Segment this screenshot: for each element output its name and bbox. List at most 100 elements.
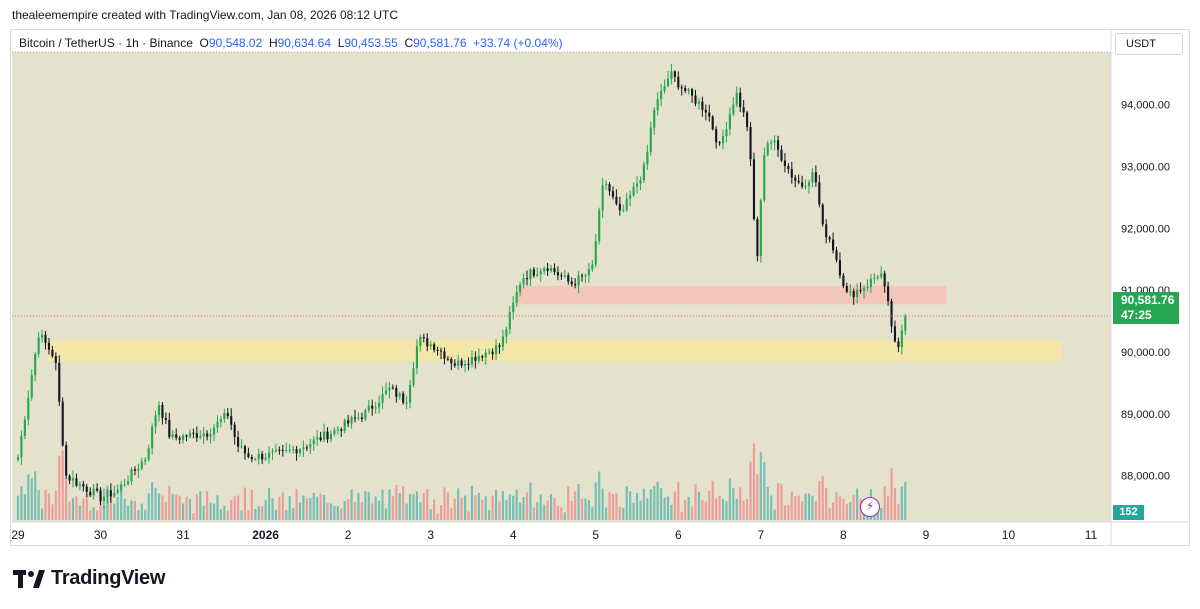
volume-bar bbox=[780, 484, 783, 520]
candle-body bbox=[44, 334, 47, 343]
candle-body bbox=[343, 420, 346, 431]
candle-body bbox=[89, 491, 92, 496]
candle-body bbox=[85, 486, 88, 492]
volume-bar bbox=[625, 486, 628, 520]
candle-body bbox=[887, 286, 890, 302]
volume-bar bbox=[257, 505, 260, 520]
candle-body bbox=[563, 275, 566, 277]
candle-body bbox=[625, 198, 628, 210]
currency-selector-button[interactable]: USDT bbox=[1115, 33, 1183, 55]
candle-body bbox=[776, 140, 780, 150]
lightning-icon[interactable]: ⚡ bbox=[860, 497, 880, 517]
volume-bar bbox=[660, 488, 663, 520]
candle-body bbox=[549, 267, 553, 272]
volume-bar bbox=[653, 485, 656, 520]
volume-bar bbox=[752, 443, 756, 520]
volume-bar bbox=[584, 498, 587, 520]
candle-body bbox=[897, 341, 900, 348]
volume-bar bbox=[58, 455, 61, 520]
symbol-title[interactable]: Bitcoin / TetherUS · 1h · Binance bbox=[19, 36, 193, 50]
candle-body bbox=[364, 410, 367, 420]
candle-body bbox=[783, 160, 786, 167]
candle-body bbox=[257, 453, 260, 460]
candle-body bbox=[694, 95, 697, 104]
candle-body bbox=[873, 277, 876, 279]
volume-bar bbox=[154, 487, 157, 520]
candle-body bbox=[680, 87, 683, 89]
candle-body bbox=[488, 351, 491, 353]
candle-body bbox=[470, 356, 474, 365]
time-axis-label: 8 bbox=[840, 528, 847, 542]
volume-bar bbox=[629, 491, 632, 520]
volume-bar bbox=[505, 500, 508, 520]
volume-bar bbox=[271, 498, 274, 520]
candle-body bbox=[845, 286, 848, 292]
tradingview-logo-text: TradingView bbox=[51, 567, 166, 589]
candle-body bbox=[443, 351, 446, 359]
candle-body bbox=[594, 241, 597, 265]
volume-bar bbox=[151, 482, 154, 520]
candle-body bbox=[818, 182, 821, 205]
time-axis-label: 6 bbox=[675, 528, 682, 542]
volume-bar bbox=[436, 513, 439, 520]
volume-bar bbox=[357, 493, 360, 520]
volume-bar bbox=[522, 497, 525, 520]
volume-bar bbox=[807, 493, 811, 520]
candle-body bbox=[412, 368, 415, 385]
candle-body bbox=[715, 129, 718, 143]
volume-bar bbox=[529, 482, 532, 520]
volume-bar bbox=[488, 510, 491, 520]
candle-body bbox=[611, 191, 615, 197]
volume-bar bbox=[419, 502, 422, 520]
volume-bar bbox=[161, 495, 164, 520]
candle-body bbox=[395, 387, 398, 397]
candle-body bbox=[120, 484, 123, 490]
volume-bar bbox=[281, 492, 284, 520]
volume-bar bbox=[498, 501, 501, 520]
candle-body bbox=[274, 449, 277, 452]
time-axis-label: 10 bbox=[1002, 528, 1016, 542]
open-value: 90,548.02 bbox=[208, 36, 263, 50]
volume-bar bbox=[34, 471, 37, 520]
volume-bar bbox=[814, 500, 817, 520]
volume-bar bbox=[374, 496, 377, 520]
volume-bar bbox=[350, 489, 353, 520]
candle-body bbox=[746, 112, 749, 128]
low-label: L bbox=[337, 36, 345, 50]
volume-bar bbox=[694, 484, 697, 520]
volume-bar bbox=[47, 493, 51, 520]
volume-bar bbox=[474, 495, 477, 520]
volume-bar bbox=[20, 486, 23, 520]
volume-bar bbox=[464, 495, 467, 520]
time-axis-label: 5 bbox=[592, 528, 599, 542]
volume-bar bbox=[649, 489, 652, 520]
resistance-zone bbox=[517, 285, 947, 305]
volume-bar bbox=[635, 492, 639, 520]
candle-body bbox=[316, 437, 319, 440]
candle-body bbox=[849, 291, 852, 293]
candle-body bbox=[574, 284, 577, 286]
candle-body bbox=[419, 337, 422, 347]
volume-bar bbox=[460, 497, 463, 520]
candle-body bbox=[329, 434, 333, 440]
candle-body bbox=[357, 417, 360, 419]
tradingview-logo[interactable]: TradingView bbox=[13, 567, 165, 590]
volume-bar bbox=[364, 491, 367, 520]
candle-body bbox=[508, 312, 511, 330]
volume-bar bbox=[126, 505, 130, 520]
candle-body bbox=[883, 273, 886, 287]
candle-body bbox=[532, 269, 535, 276]
volume-bar bbox=[388, 489, 391, 520]
volume-bar bbox=[904, 482, 907, 520]
candle-body bbox=[494, 345, 498, 355]
candle-body bbox=[464, 364, 467, 366]
volume-bar bbox=[305, 498, 308, 520]
candle-body bbox=[635, 183, 639, 187]
volume-bar bbox=[811, 495, 814, 520]
volume-bar bbox=[171, 494, 174, 520]
volume-bar bbox=[673, 491, 676, 520]
volume-bar bbox=[223, 505, 226, 520]
candle-body bbox=[168, 419, 171, 437]
candle-body bbox=[529, 269, 532, 280]
